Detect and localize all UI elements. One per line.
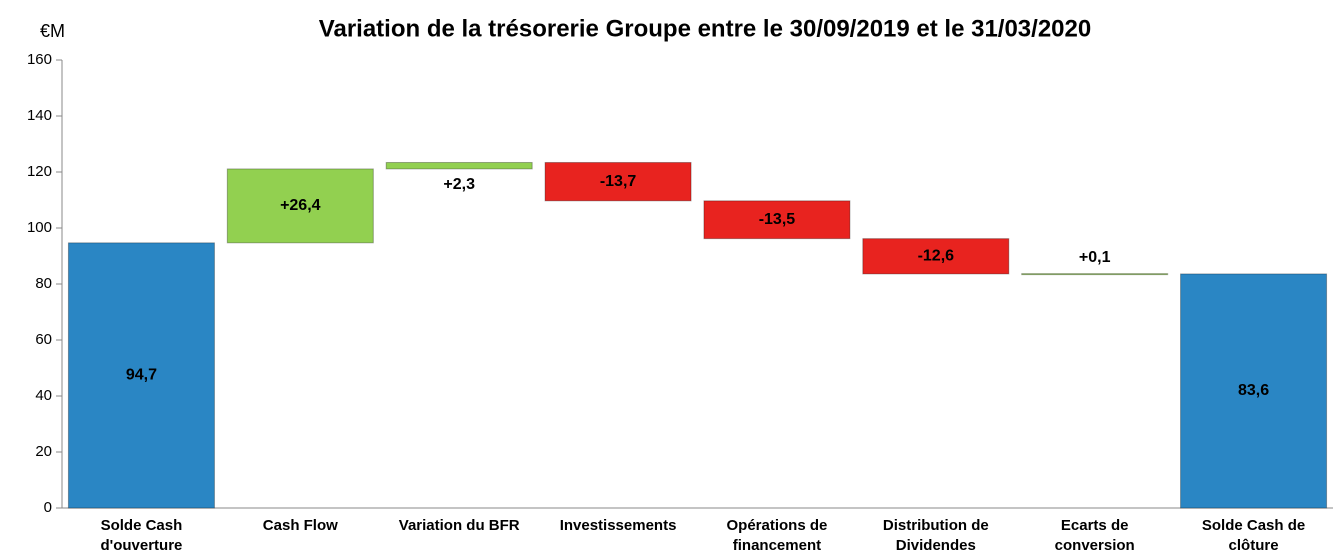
bar	[703, 200, 851, 240]
x-tick-label: Cash Flow	[263, 517, 338, 534]
x-tick-label: Distribution de	[883, 517, 989, 534]
y-tick-label: 140	[27, 107, 52, 124]
y-tick-label: 100	[27, 219, 52, 236]
y-tick-label: 80	[35, 275, 52, 292]
bar	[862, 238, 1010, 275]
x-tick-label: Variation du BFR	[399, 517, 520, 534]
x-tick-label: Investissements	[560, 517, 677, 534]
bar	[1180, 273, 1328, 509]
x-tick-label: Solde Cash	[101, 517, 183, 534]
x-tick-label: financement	[733, 537, 821, 554]
chart-title: Variation de la trésorerie Groupe entre …	[319, 15, 1091, 42]
x-tick-label: conversion	[1055, 537, 1135, 554]
bar	[226, 168, 374, 244]
value-label: 94,7	[126, 367, 157, 384]
bar	[1021, 273, 1169, 276]
x-tick-label: d'ouverture	[100, 537, 182, 554]
x-tick-label: Solde Cash de	[1202, 517, 1305, 534]
y-tick-label: 160	[27, 51, 52, 68]
value-label: -13,7	[600, 173, 637, 190]
x-tick-label: Dividendes	[896, 537, 976, 554]
bar	[544, 161, 692, 202]
value-label: +26,4	[280, 197, 321, 214]
value-label: +2,3	[443, 176, 475, 193]
x-tick-label: clôture	[1229, 537, 1279, 554]
y-tick-label: 120	[27, 163, 52, 180]
y-tick-label: 0	[44, 499, 52, 516]
value-label: 83,6	[1238, 382, 1269, 399]
bar	[385, 161, 533, 170]
y-tick-label: 20	[35, 443, 52, 460]
y-tick-label: 60	[35, 331, 52, 348]
y-tick-label: 40	[35, 387, 52, 404]
value-label: -13,5	[759, 211, 796, 228]
value-label: -12,6	[918, 247, 955, 264]
bar	[67, 242, 215, 509]
x-tick-label: Opérations de	[727, 517, 828, 534]
x-tick-label: Ecarts de	[1061, 517, 1129, 534]
value-label: +0,1	[1079, 249, 1111, 266]
y-axis-label: €M	[40, 21, 65, 41]
